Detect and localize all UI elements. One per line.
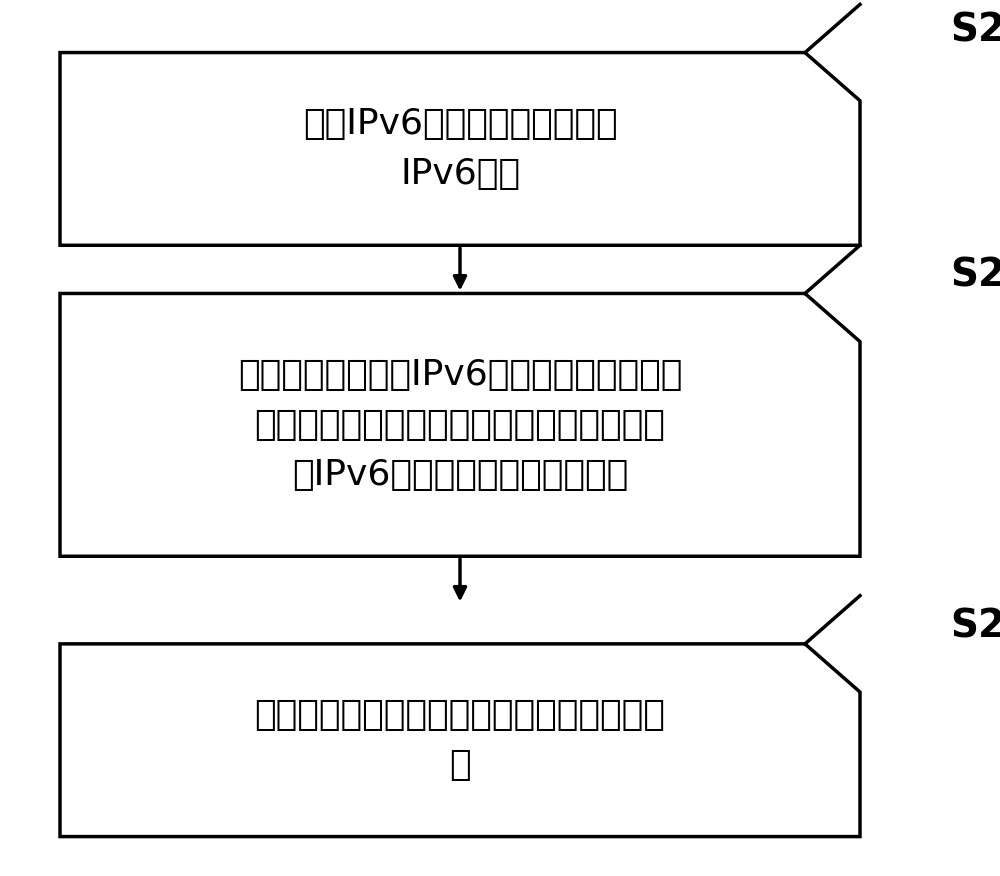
Text: S230: S230 — [950, 607, 1000, 646]
Text: S210: S210 — [950, 11, 1000, 50]
Text: S220: S220 — [950, 257, 1000, 295]
Text: 根据所述第一关联程度制定对用户的处理策
略: 根据所述第一关联程度制定对用户的处理策 略 — [255, 698, 665, 782]
Text: 计算每个所述第一IPv6数据的第一相关性系
数所述第一相关性系数用于表征多个所述第
一IPv6数据之间的第一关联程度: 计算每个所述第一IPv6数据的第一相关性系 数所述第一相关性系数用于表征多个所述… — [238, 357, 682, 492]
Text: 获取IPv6平台系统的多个第一
IPv6数据: 获取IPv6平台系统的多个第一 IPv6数据 — [303, 107, 617, 191]
Polygon shape — [60, 644, 860, 837]
Polygon shape — [60, 53, 860, 245]
Polygon shape — [60, 293, 860, 556]
